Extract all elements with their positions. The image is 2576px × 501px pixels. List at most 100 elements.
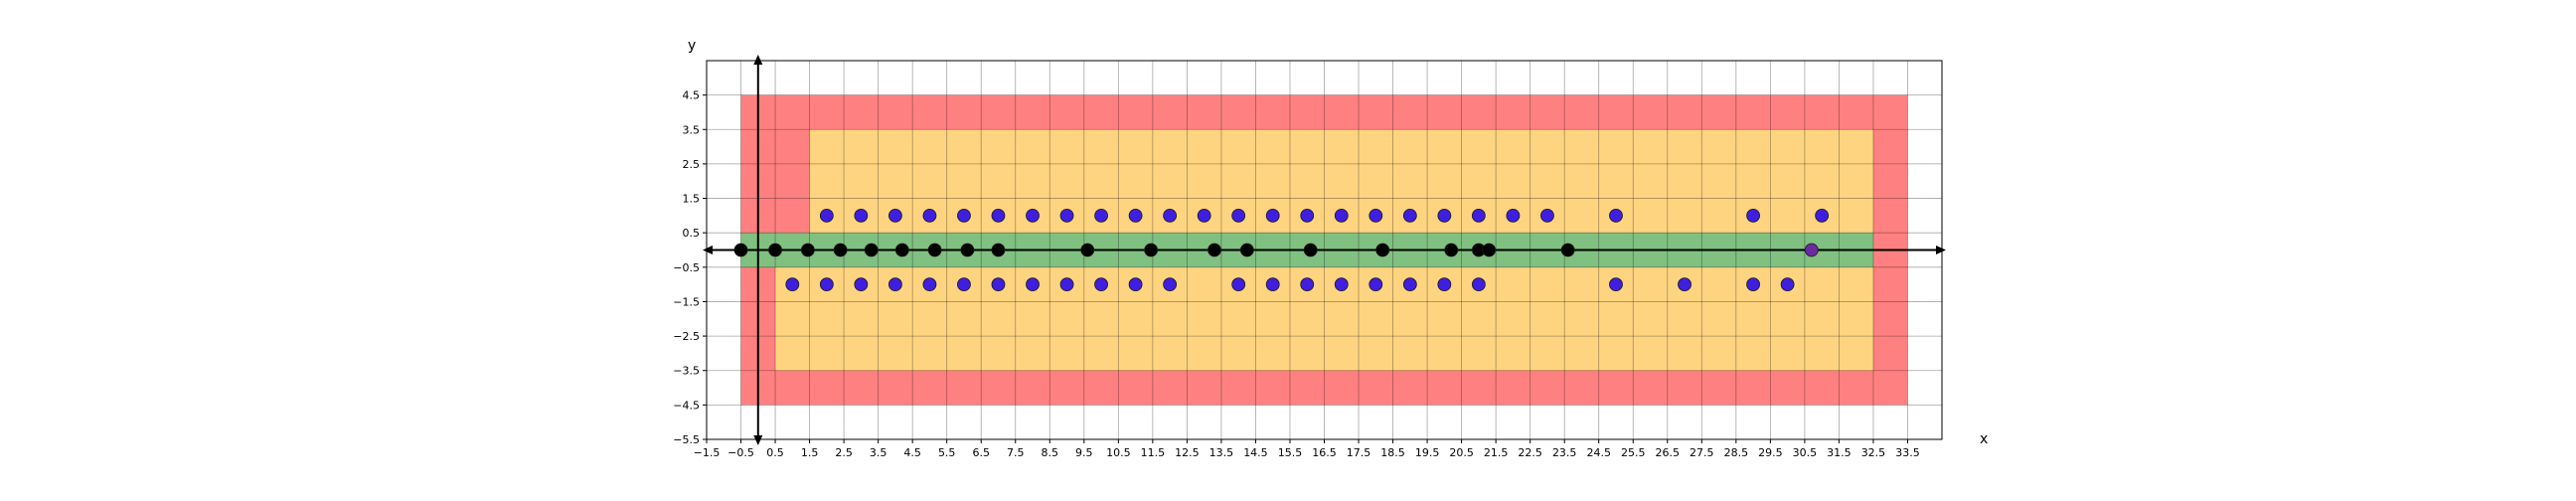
y-axis-arrow-down <box>753 435 763 445</box>
data-point <box>957 208 971 223</box>
data-point <box>1208 243 1221 257</box>
data-point <box>1128 277 1143 292</box>
x-tick-label: 8.5 <box>1042 446 1059 459</box>
data-point <box>1128 208 1143 223</box>
x-tick-label: 3.5 <box>870 446 887 459</box>
x-tick-label: 33.5 <box>1895 446 1920 459</box>
x-tick-label: 15.5 <box>1278 446 1303 459</box>
x-tick-label: 22.5 <box>1518 446 1542 459</box>
y-tick-label: 1.5 <box>683 193 701 206</box>
data-point <box>1231 208 1246 223</box>
data-point <box>922 208 937 223</box>
x-tick-label: 20.5 <box>1449 446 1474 459</box>
data-point <box>1471 208 1486 223</box>
data-point <box>888 208 902 223</box>
x-tick-label: 18.5 <box>1380 446 1405 459</box>
data-point <box>854 208 869 223</box>
data-point <box>768 243 782 257</box>
axes <box>703 55 1946 445</box>
y-tick-label: −3.5 <box>673 365 700 378</box>
x-tick-label: 26.5 <box>1656 446 1681 459</box>
data-point <box>1163 208 1178 223</box>
x-tick-label: 29.5 <box>1758 446 1783 459</box>
data-point <box>833 243 848 257</box>
x-tick-label: 10.5 <box>1106 446 1131 459</box>
data-point <box>1560 243 1575 257</box>
data-point <box>1300 277 1315 292</box>
data-point <box>1437 208 1452 223</box>
x-tick-label: 1.5 <box>801 446 819 459</box>
data-point <box>864 243 879 257</box>
data-point <box>1094 208 1108 223</box>
data-point <box>800 243 815 257</box>
x-tick-label: 27.5 <box>1690 446 1714 459</box>
x-tick-label: 31.5 <box>1827 446 1852 459</box>
x-axis-arrow-right <box>1936 246 1946 254</box>
x-tick-label: 25.5 <box>1621 446 1646 459</box>
x-tick-label: 0.5 <box>766 446 784 459</box>
data-point <box>1080 243 1095 257</box>
data-point <box>1444 243 1459 257</box>
y-axis-arrow-up <box>753 55 763 65</box>
data-point <box>1402 277 1417 292</box>
data-point <box>1265 277 1280 292</box>
data-points <box>733 208 1830 292</box>
x-tick-label: −1.5 <box>694 446 721 459</box>
y-tick-label: −0.5 <box>673 261 700 274</box>
x-tick-label: 21.5 <box>1484 446 1509 459</box>
data-point <box>1144 243 1159 257</box>
x-tick-label: 6.5 <box>972 446 990 459</box>
data-point <box>991 277 1006 292</box>
data-point <box>1163 277 1178 292</box>
x-tick-label: 5.5 <box>938 446 956 459</box>
x-tick-label: 28.5 <box>1724 446 1749 459</box>
data-point <box>1540 208 1554 223</box>
x-tick-label: 32.5 <box>1861 446 1886 459</box>
data-point <box>991 208 1006 223</box>
data-point <box>960 243 975 257</box>
data-point <box>1375 243 1390 257</box>
data-point <box>1471 277 1486 292</box>
data-point <box>1368 208 1383 223</box>
data-point <box>1437 277 1452 292</box>
data-point <box>1059 208 1074 223</box>
y-tick-label: −1.5 <box>673 295 700 308</box>
data-point <box>785 277 800 292</box>
x-tick-label: 19.5 <box>1415 446 1440 459</box>
data-point <box>1265 208 1280 223</box>
data-point <box>1746 208 1760 223</box>
y-tick-label: −5.5 <box>673 433 700 446</box>
data-point <box>1197 208 1211 223</box>
data-point <box>1334 208 1349 223</box>
x-tick-label: 14.5 <box>1243 446 1268 459</box>
x-tick-label: −0.5 <box>727 446 754 459</box>
x-tick-label: 2.5 <box>835 446 853 459</box>
data-point <box>1609 277 1623 292</box>
data-point <box>1239 243 1254 257</box>
x-tick-label: 4.5 <box>903 446 921 459</box>
data-point <box>1368 277 1383 292</box>
y-tick-label: −4.5 <box>673 399 700 412</box>
data-point <box>1059 277 1074 292</box>
data-point <box>888 277 902 292</box>
tick-labels: −1.5 −0.5 0.5 1.5 2.5 3.5 4.5 5.5 6.5 7.5 8.5 9.5 10… <box>673 89 1919 459</box>
data-point <box>894 243 909 257</box>
data-point <box>733 243 748 257</box>
data-point <box>1780 277 1795 292</box>
data-point <box>1402 208 1417 223</box>
y-tick-label: 2.5 <box>683 158 701 171</box>
data-point <box>1815 208 1830 223</box>
data-point <box>1804 243 1819 257</box>
y-axis-label: y <box>688 38 696 54</box>
data-point <box>1303 243 1318 257</box>
data-point <box>1300 208 1315 223</box>
x-tick-label: 24.5 <box>1586 446 1611 459</box>
x-tick-label: 9.5 <box>1075 446 1093 459</box>
data-point <box>1678 277 1691 292</box>
x-tick-label: 13.5 <box>1209 446 1234 459</box>
data-point <box>1482 243 1497 257</box>
x-tick-label: 11.5 <box>1141 446 1166 459</box>
data-point <box>1026 208 1040 223</box>
x-tick-label: 16.5 <box>1312 446 1337 459</box>
